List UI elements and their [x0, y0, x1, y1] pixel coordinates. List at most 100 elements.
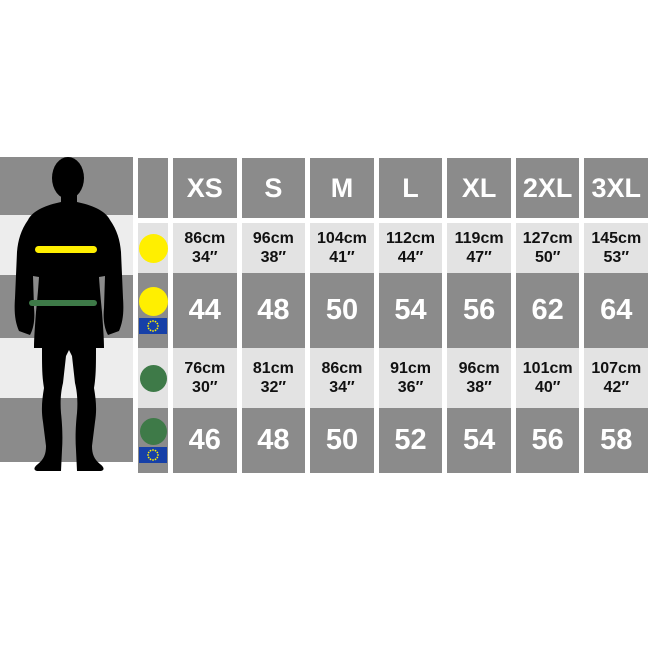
eu-flag-icon [139, 318, 167, 334]
chest-eu-row: 44 48 50 54 56 62 64 [138, 273, 649, 348]
size-header-cell: S [241, 158, 306, 218]
size-header-cell: 2XL [515, 158, 580, 218]
eu-flag-icon [139, 447, 167, 463]
waist-eu-cell: 56 [515, 408, 580, 473]
size-label: L [402, 172, 419, 203]
chest-eu-cell: 44 [173, 273, 237, 348]
eu-size-value: 50 [325, 294, 359, 326]
eu-size-value: 52 [394, 424, 427, 456]
eu-size-value: 48 [257, 294, 290, 326]
size-header-cell: M [310, 158, 374, 218]
inch-value: 36″ [397, 379, 424, 396]
chest-measurement-line [35, 246, 97, 253]
cm-value: 107cm [591, 360, 642, 377]
size-label: XL [461, 172, 497, 203]
size-label: XS [186, 172, 223, 203]
chest-cm-cell: 112cm 44″ [378, 223, 443, 273]
row-gap [138, 218, 648, 223]
waist-cm-cell: 86cm 34″ [310, 348, 374, 408]
cm-value: 145cm [591, 230, 642, 247]
yellow-circle-icon [138, 233, 168, 263]
eu-size-value: 56 [462, 294, 496, 326]
waist-cm-cell: 76cm 30″ [173, 348, 237, 408]
eu-size-value: 48 [257, 424, 290, 456]
chest-eu-cell: 54 [378, 273, 443, 348]
waist-marker-cell [138, 348, 168, 408]
inch-value: 47″ [466, 249, 492, 266]
cm-value: 119cm [454, 230, 504, 247]
eu-size-value: 46 [188, 424, 221, 456]
size-label: S [264, 172, 283, 203]
waist-eu-row: 46 48 50 52 54 56 58 [138, 408, 649, 473]
chest-cm-cell: 104cm 41″ [310, 223, 374, 273]
waist-cm-cell: 81cm 32″ [241, 348, 306, 408]
inch-value: 53″ [603, 249, 629, 266]
waist-eu-cell: 46 [173, 408, 237, 473]
chest-cm-cell: 145cm 53″ [584, 223, 649, 273]
chest-cm-cell: 119cm 47″ [447, 223, 511, 273]
inch-value: 40″ [534, 379, 561, 396]
cm-value: 112cm [386, 230, 435, 247]
size-label: 3XL [591, 172, 642, 203]
waist-eu-marker-cell [138, 408, 168, 473]
inch-value: 41″ [329, 249, 355, 266]
eu-size-value: 54 [462, 424, 496, 456]
size-table: XS S M L XL 2XL 3XL 86cm 34″ 96cm 38″ 10… [138, 158, 649, 473]
size-header-cell: 3XL [584, 158, 649, 218]
size-header-cell: XL [447, 158, 511, 218]
inch-value: 50″ [534, 249, 561, 266]
chest-eu-cell: 64 [584, 273, 649, 348]
eu-size-value: 58 [600, 424, 633, 456]
cm-value: 127cm [522, 230, 573, 247]
cm-value: 91cm [390, 360, 431, 377]
cm-value: 96cm [458, 360, 500, 377]
waist-cm-row: 76cm 30″ 81cm 32″ 86cm 34″ 91cm 36″ 96cm… [138, 348, 649, 408]
header-marker-cell [138, 158, 168, 218]
chest-cm-cell: 96cm 38″ [241, 223, 306, 273]
chest-eu-cell: 56 [447, 273, 511, 348]
waist-eu-cell: 48 [241, 408, 306, 473]
inch-value: 44″ [397, 249, 424, 266]
man-silhouette [14, 157, 124, 471]
chest-eu-marker-cell [138, 273, 168, 348]
chest-cm-row: 86cm 34″ 96cm 38″ 104cm 41″ 112cm 44″ 11… [138, 223, 649, 273]
cm-value: 104cm [317, 230, 367, 247]
eu-size-value: 56 [531, 424, 564, 456]
size-header-row: XS S M L XL 2XL 3XL [138, 158, 649, 218]
cm-value: 86cm [321, 360, 363, 377]
cm-value: 86cm [184, 230, 226, 247]
figure-panel [0, 0, 133, 650]
eu-size-value: 62 [531, 294, 564, 326]
eu-size-value: 54 [394, 294, 427, 326]
inch-value: 38″ [466, 379, 492, 396]
chest-cm-cell: 127cm 50″ [515, 223, 580, 273]
background-stripe [0, 398, 133, 462]
inch-value: 42″ [603, 379, 629, 396]
size-header-cell: XS [173, 158, 237, 218]
waist-eu-cell: 50 [310, 408, 374, 473]
inch-value: 34″ [329, 379, 355, 396]
size-label: 2XL [522, 172, 573, 203]
cm-value: 96cm [252, 230, 294, 247]
chest-marker-cell [138, 223, 168, 273]
cm-value: 81cm [252, 360, 294, 377]
chest-eu-cell: 62 [515, 273, 580, 348]
waist-measurement-line [29, 300, 97, 306]
waist-eu-cell: 54 [447, 408, 511, 473]
waist-cm-cell: 101cm 40″ [515, 348, 580, 408]
size-label: M [330, 172, 354, 203]
waist-cm-cell: 91cm 36″ [378, 348, 443, 408]
cm-value: 76cm [184, 360, 226, 377]
waist-cm-cell: 96cm 38″ [447, 348, 511, 408]
green-circle-icon [139, 418, 167, 445]
inch-value: 30″ [192, 379, 218, 396]
waist-eu-cell: 52 [378, 408, 443, 473]
waist-cm-cell: 107cm 42″ [584, 348, 649, 408]
yellow-circle-icon [138, 287, 168, 316]
eu-size-value: 64 [600, 294, 633, 326]
eu-size-value: 50 [325, 424, 359, 456]
green-circle-icon [139, 364, 167, 392]
cm-value: 101cm [522, 360, 573, 377]
chest-cm-cell: 86cm 34″ [173, 223, 237, 273]
